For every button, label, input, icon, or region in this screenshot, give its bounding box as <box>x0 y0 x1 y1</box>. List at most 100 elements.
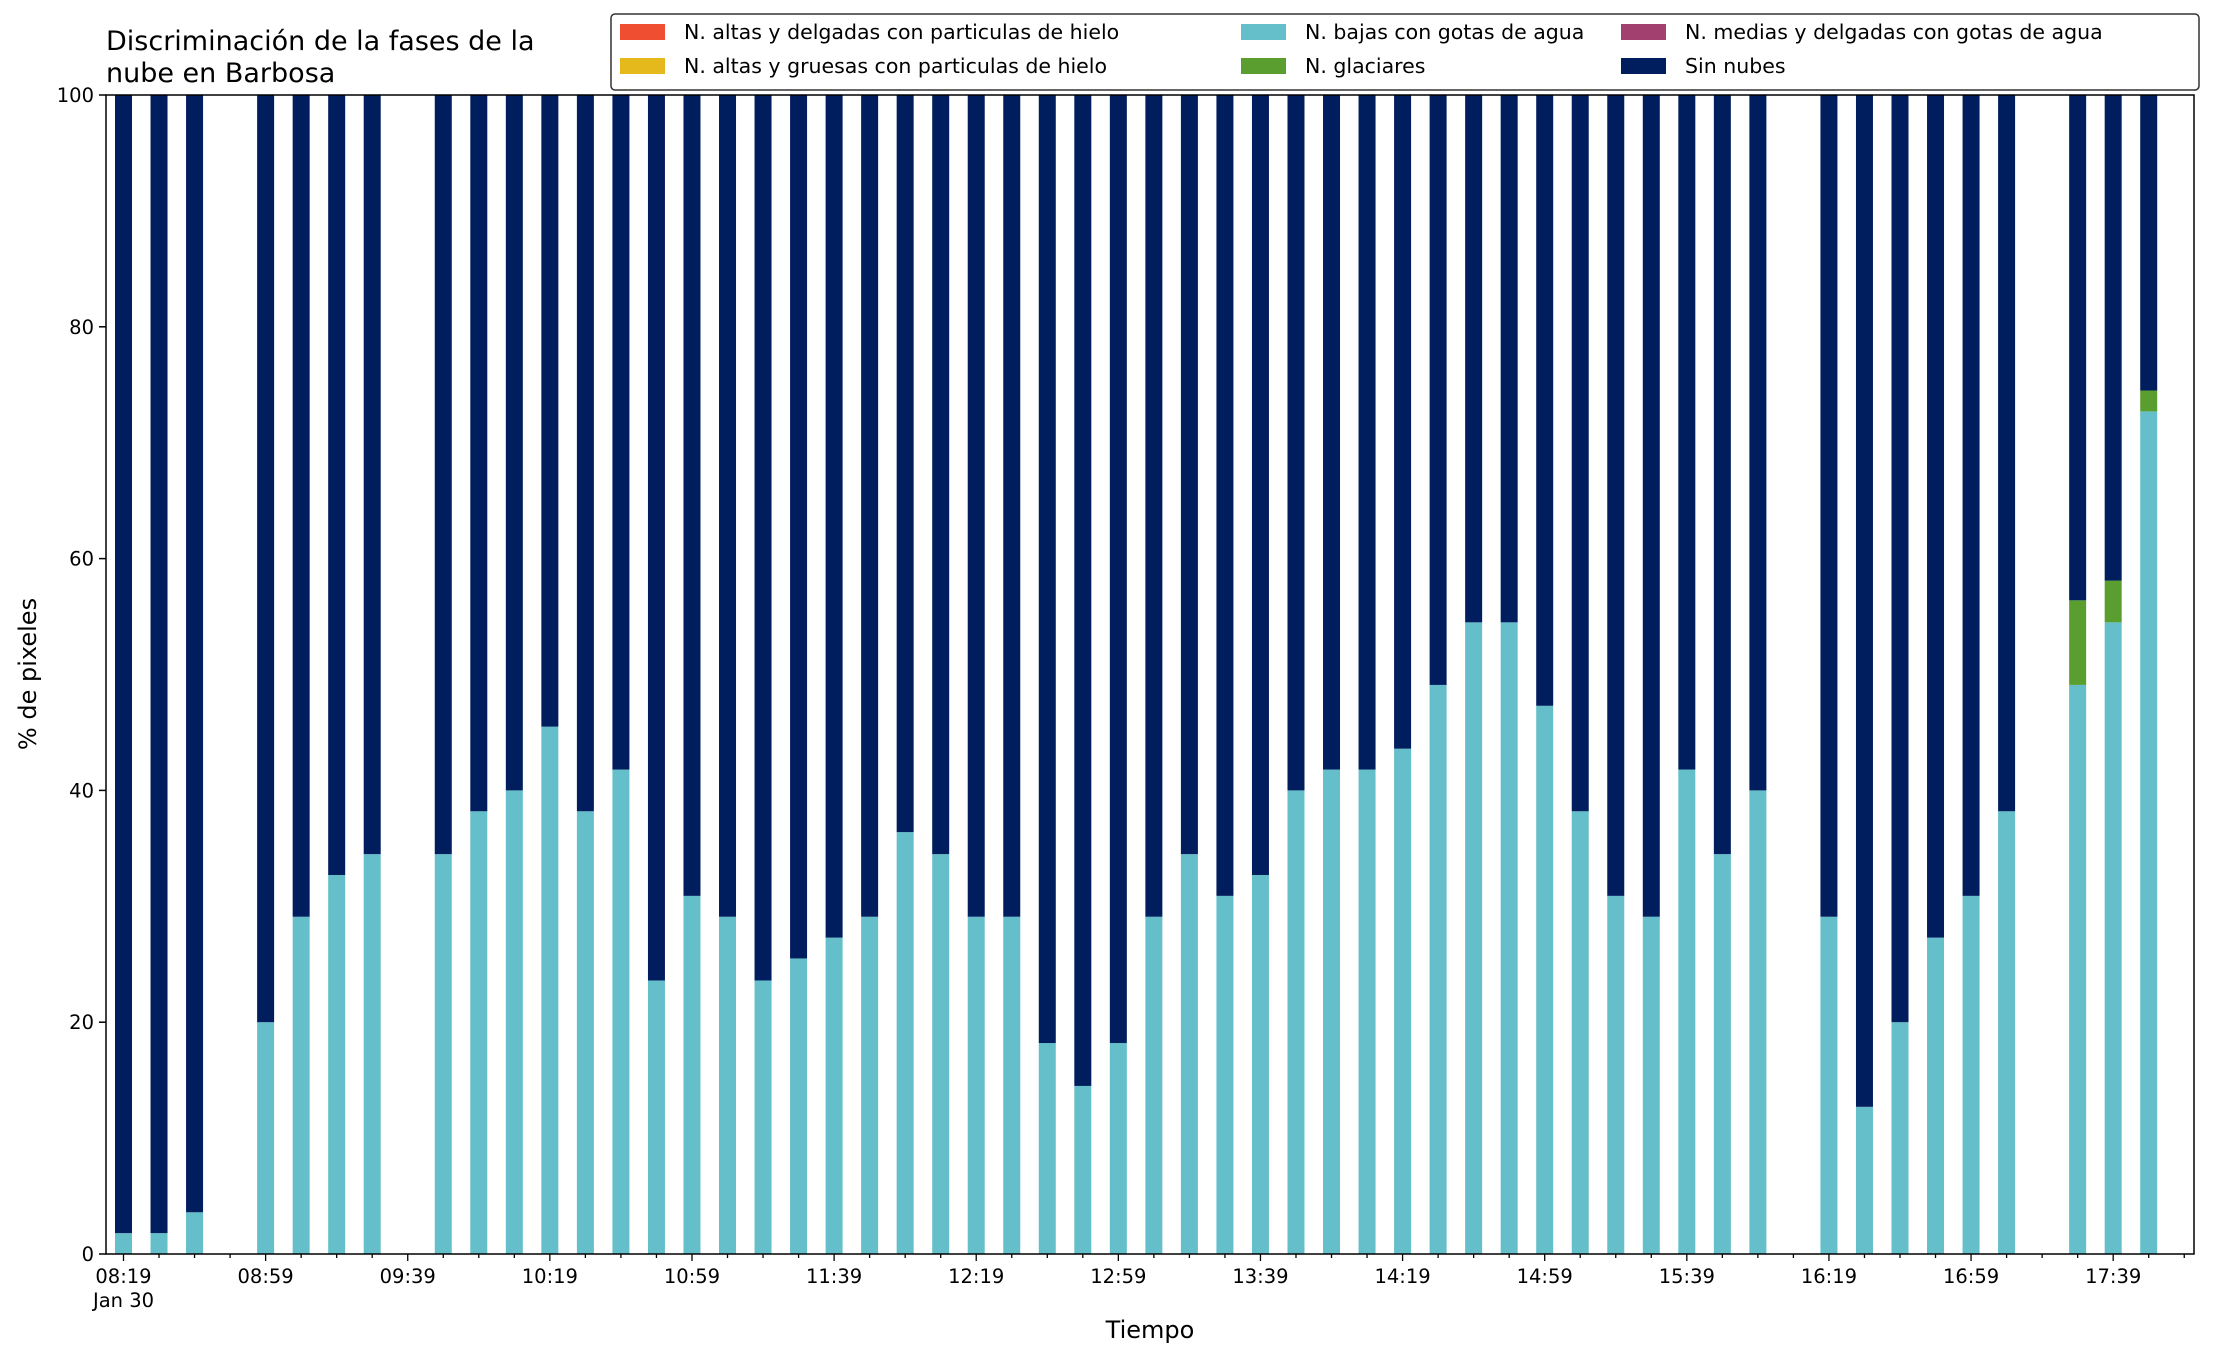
bar-segment-1149-s5 <box>861 95 879 917</box>
bar-segment-1159-s2 <box>896 832 914 1254</box>
bar-segment-1139-s5 <box>825 95 843 938</box>
bar-segment-1109-s5 <box>719 95 737 917</box>
bar-segment-1329-s5 <box>1216 95 1234 896</box>
bar-segment-0829-s5 <box>150 95 168 1234</box>
bar-segment-1649-s2 <box>1927 937 1945 1254</box>
x-tick-label-1139: 11:39 <box>806 1265 862 1288</box>
bar-segment-1549-s2 <box>1713 854 1731 1254</box>
bar-segment-1419-s5 <box>1394 95 1412 749</box>
bar-segment-1739-s2 <box>2104 622 2122 1254</box>
legend-swatch-5 <box>1621 58 1666 74</box>
x-tick-label-1659: 16:59 <box>1943 1265 1999 1288</box>
bar-segment-1239-s2 <box>1038 1043 1056 1254</box>
x-tick-label-1619: 16:19 <box>1801 1265 1857 1288</box>
bar-segment-0929-s5 <box>363 95 381 855</box>
bar-segment-0839-s2 <box>186 1212 204 1254</box>
bar-segment-1009-s5 <box>505 95 523 791</box>
bar-segment-1349-s5 <box>1287 95 1305 791</box>
bar-segment-1529-s5 <box>1642 95 1660 917</box>
bar-segment-1059-s2 <box>683 895 701 1254</box>
bar-segment-1019-s5 <box>541 95 559 727</box>
bar-segment-1409-s5 <box>1358 95 1376 770</box>
bar-segment-1419-s2 <box>1394 748 1412 1254</box>
legend-label-0: N. altas y delgadas con particulas de hi… <box>684 20 1119 44</box>
bar-segment-1529-s2 <box>1642 916 1660 1254</box>
bar-segment-1329-s2 <box>1216 895 1234 1254</box>
x-tick-label-1059: 10:59 <box>664 1265 720 1288</box>
bar-segment-1349-s2 <box>1287 790 1305 1254</box>
bar-segment-1209-s5 <box>932 95 950 855</box>
bar-segment-1359-s2 <box>1323 769 1341 1254</box>
bar-segment-0959-s2 <box>470 811 488 1254</box>
x-tick-label-1219: 12:19 <box>948 1265 1004 1288</box>
legend-label-1: N. altas y gruesas con particulas de hie… <box>684 54 1107 78</box>
bar-segment-1549-s5 <box>1713 95 1731 855</box>
bar-segment-1209-s2 <box>932 854 950 1254</box>
bar-segment-1439-s5 <box>1465 95 1483 623</box>
y-axis-label: % de pixeles <box>14 598 42 750</box>
bar-segment-1339-s2 <box>1251 875 1269 1254</box>
bar-segment-1539-s5 <box>1678 95 1696 770</box>
bar-segment-1729-s5 <box>2069 95 2087 601</box>
bar-segment-1109-s2 <box>719 916 737 1254</box>
bar-segment-1519-s5 <box>1607 95 1625 896</box>
bar-segment-0839-s5 <box>186 95 204 1213</box>
bar-segment-1509-s2 <box>1571 811 1589 1254</box>
bar-segment-0929-s2 <box>363 854 381 1254</box>
bar-segment-1619-s5 <box>1820 95 1838 917</box>
x-tick-label-1339: 13:39 <box>1232 1265 1288 1288</box>
bar-segment-1229-s5 <box>1003 95 1021 917</box>
bar-segment-1639-s5 <box>1891 95 1909 1023</box>
x-tick-sublabel: Jan 30 <box>91 1289 154 1312</box>
bar-segment-1239-s5 <box>1038 95 1056 1044</box>
bar-segment-1129-s5 <box>790 95 808 959</box>
x-axis-label: Tiempo <box>1105 1316 1195 1344</box>
legend-box <box>610 13 2200 91</box>
legend-label-4: N. medias y delgadas con gotas de agua <box>1685 20 2103 44</box>
legend-swatch-2 <box>1241 24 1286 40</box>
bar-segment-1119-s5 <box>754 95 772 981</box>
plot-area-frame <box>105 94 2195 1255</box>
bar-segment-1029-s2 <box>576 811 594 1254</box>
bar-segment-1449-s5 <box>1500 95 1518 623</box>
bar-segment-1729-s2 <box>2069 684 2087 1254</box>
chart-title-line-1: Discriminación de la fases de la <box>106 26 535 57</box>
x-axis: 08:19 08:59 09:39 10:19 10:59 11:39 12:19 12:59… <box>91 1254 2185 1312</box>
bar-segment-0909-s5 <box>292 95 310 917</box>
bar-segment-1449-s2 <box>1500 622 1518 1254</box>
x-tick-label-1539: 15:39 <box>1659 1265 1715 1288</box>
bar-segment-1559-s5 <box>1749 95 1767 791</box>
x-tick-label-1259: 12:59 <box>1090 1265 1146 1288</box>
chart-title-line-2: nube en Barbosa <box>106 58 335 89</box>
bar-segment-1029-s5 <box>576 95 594 812</box>
bar-segment-1009-s2 <box>505 790 523 1254</box>
bar-segment-1409-s2 <box>1358 769 1376 1254</box>
bar-segment-1729-s3 <box>2069 600 2087 685</box>
bar-segment-1339-s5 <box>1251 95 1269 876</box>
bar-segment-1309-s5 <box>1145 95 1163 917</box>
bar-segment-1709-s2 <box>1998 811 2016 1254</box>
bar-segment-1749-s2 <box>2140 411 2158 1254</box>
y-tick-label-20: 20 <box>69 1011 94 1034</box>
legend-label-5: Sin nubes <box>1685 54 1786 78</box>
bar-segment-1259-s2 <box>1109 1043 1127 1254</box>
y-tick-label-0: 0 <box>82 1243 94 1266</box>
bar-segment-1039-s2 <box>612 769 630 1254</box>
legend-swatch-4 <box>1621 24 1666 40</box>
x-tick-label-0819: 08:19 <box>95 1265 151 1288</box>
bar-segment-1319-s5 <box>1180 95 1198 855</box>
bar-segment-0819-s2 <box>115 1233 132 1254</box>
bar-segment-0859-s2 <box>257 1022 275 1254</box>
bar-segment-0909-s2 <box>292 916 310 1254</box>
bar-segment-1619-s2 <box>1820 916 1838 1254</box>
bar-segment-1429-s2 <box>1429 684 1447 1254</box>
y-tick-label-40: 40 <box>69 779 94 802</box>
bar-segment-1749-s3 <box>2140 390 2158 412</box>
legend-swatch-3 <box>1241 58 1286 74</box>
bar-segment-1639-s2 <box>1891 1022 1909 1254</box>
bar-segment-1659-s5 <box>1962 95 1980 896</box>
bar-segment-1039-s5 <box>612 95 630 770</box>
bar-segment-1749-s5 <box>2140 95 2158 391</box>
bar-segment-1159-s5 <box>896 95 914 833</box>
